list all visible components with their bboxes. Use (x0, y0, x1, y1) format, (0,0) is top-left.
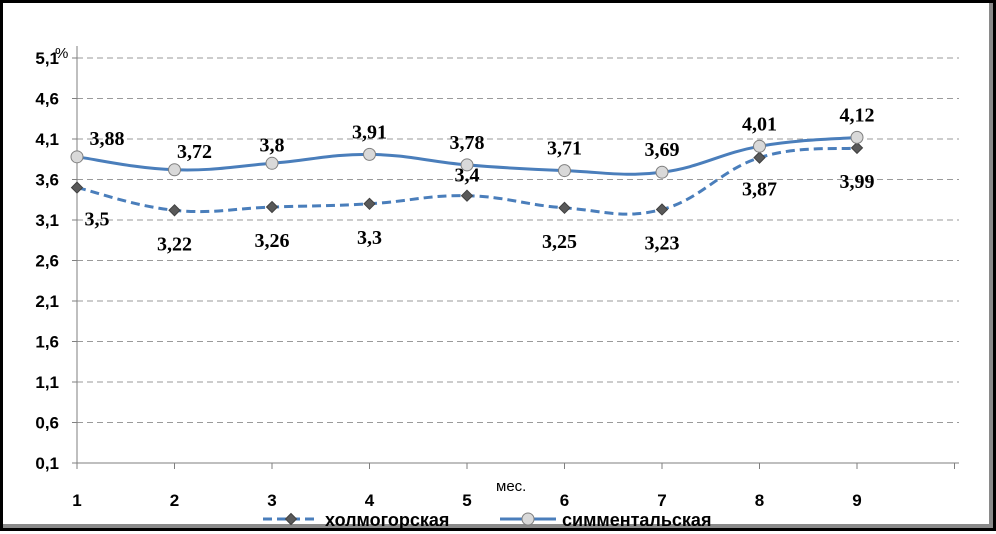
data-label: 4,12 (840, 104, 875, 126)
diamond-marker (753, 151, 766, 164)
y-tick-label: 1,6 (35, 333, 59, 352)
data-labels: 3,5 3,22 3,26 3,3 3,4 3,25 3,23 3,87 3,99 3,88 3,7… (85, 104, 875, 255)
diamond-marker (70, 181, 84, 194)
series-markers (70, 130, 864, 217)
diamond-marker (265, 200, 279, 214)
y-tick-labels: 0,1 0,6 1,1 1,6 2,1 2,6 3,1 3,6 4,1 4,6 5,1 (35, 49, 59, 473)
data-label: 3,87 (742, 179, 777, 201)
data-label: 3,91 (352, 121, 387, 143)
x-tick-label: 6 (560, 491, 569, 510)
diamond-marker (363, 197, 376, 211)
data-label: 3,71 (547, 138, 582, 160)
y-tick-label: 2,1 (35, 292, 59, 311)
data-label: 3,99 (840, 171, 875, 193)
data-label: 3,26 (255, 230, 290, 252)
y-tick-label: 4,1 (35, 130, 59, 149)
y-tick-label: 5,1 (35, 49, 59, 68)
circle-marker (655, 165, 669, 179)
axes (72, 46, 959, 469)
data-label: 3,69 (645, 139, 680, 161)
circle-marker (460, 158, 474, 172)
diamond-marker (460, 189, 474, 202)
circle-marker (70, 150, 84, 164)
data-label: 4,01 (742, 113, 777, 135)
gridlines (77, 57, 959, 423)
y-tick-label: 0,1 (35, 454, 59, 473)
y-tick-label: 1,1 (35, 373, 59, 392)
x-tick-label: 4 (365, 491, 375, 510)
x-tick-label: 9 (852, 491, 861, 510)
y-tick-label: 4,6 (35, 90, 59, 109)
line-chart: 0,1 0,6 1,1 1,6 2,1 2,6 3,1 3,6 4,1 4,6 5,1 1 2 3 4 5 6… (35, 45, 959, 530)
diamond-marker (850, 141, 864, 155)
data-label: 3,4 (455, 165, 480, 187)
data-label: 3,3 (357, 227, 382, 249)
data-label: 3,8 (260, 134, 285, 156)
circle-marker (363, 147, 376, 161)
legend-label: холмогорская (325, 510, 449, 530)
data-label: 3,5 (85, 209, 110, 231)
y-axis-label: % (55, 45, 68, 62)
legend-circle-marker (521, 512, 535, 526)
data-label: 3,72 (177, 141, 212, 163)
x-axis-label: мес. (496, 478, 526, 495)
circle-marker (753, 139, 766, 153)
x-tick-label: 3 (267, 491, 276, 510)
x-tick-labels: 1 2 3 4 5 6 7 8 9 (72, 491, 861, 510)
y-tick-label: 2,6 (35, 252, 59, 271)
diamond-marker (168, 204, 181, 217)
x-tick-label: 1 (72, 491, 81, 510)
diamond-marker (655, 203, 669, 216)
legend-label: симментальская (562, 510, 711, 530)
y-tick-label: 0,6 (35, 414, 59, 433)
data-label: 3,22 (157, 233, 192, 255)
data-label: 3,25 (542, 231, 577, 253)
circle-marker (265, 156, 279, 170)
x-tick-label: 8 (755, 491, 764, 510)
circle-marker (558, 164, 571, 178)
y-tick-label: 3,6 (35, 171, 59, 190)
x-tick-label: 7 (657, 491, 666, 510)
diamond-marker (558, 201, 571, 215)
data-label: 3,88 (90, 128, 125, 150)
x-tick-label: 2 (170, 491, 179, 510)
data-label: 3,78 (450, 132, 485, 154)
legend-diamond-marker (284, 512, 298, 526)
circle-marker (168, 163, 181, 177)
data-label: 3,23 (645, 232, 680, 254)
y-tick-label: 3,1 (35, 211, 59, 230)
legend: холмогорская симментальская (263, 510, 711, 530)
x-tick-label: 5 (462, 491, 471, 510)
circle-marker (850, 130, 864, 144)
